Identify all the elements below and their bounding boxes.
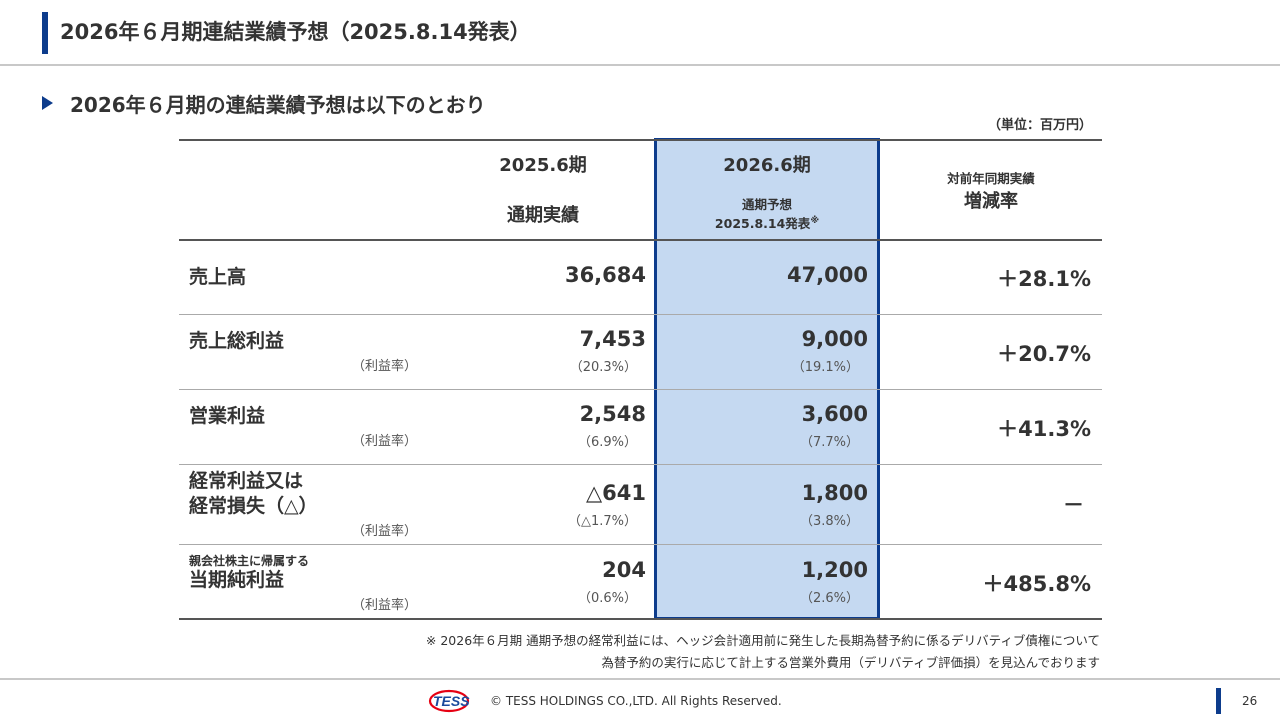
net-income-forecast: 1,200 <box>801 558 868 582</box>
net-income-actual: 204 <box>602 558 646 582</box>
subheading: 2026年６月期の連結業績予想は以下のとおり <box>70 93 486 117</box>
header-change-desc: 対前年同期実績 <box>947 171 1035 186</box>
row-label-sales: 売上高 <box>189 266 247 288</box>
copyright: © TESS HOLDINGS CO.,LTD. All Rights Rese… <box>490 694 782 708</box>
row-divider <box>179 544 1102 545</box>
title-bar: 2026年６月期連結業績予想（2025.8.14発表） <box>0 0 1280 66</box>
row-label-ordinary-profit-line1: 経常利益又は <box>189 470 304 492</box>
ratio-label: （利益率） <box>352 359 418 374</box>
operating-profit-forecast: 3,600 <box>801 402 868 426</box>
operating-profit-change: ＋41.3% <box>997 417 1091 441</box>
gross-profit-forecast-ratio: （19.1%） <box>791 360 859 375</box>
row-divider <box>179 314 1102 315</box>
ordinary-profit-actual: △641 <box>586 481 646 505</box>
net-income-actual-ratio: （0.6%） <box>577 591 637 606</box>
ratio-label: （利益率） <box>352 598 418 613</box>
row-label-operating-profit: 営業利益 <box>189 405 266 427</box>
page-title: 2026年６月期連結業績予想（2025.8.14発表） <box>60 20 531 44</box>
triangle-bullet-icon <box>42 96 53 110</box>
footnote-mark: ※ <box>810 216 820 226</box>
header-forecast-desc: 通期予想 <box>741 197 792 212</box>
header-forecast-date-text: 2025.8.14発表 <box>714 216 811 232</box>
row-label-ordinary-profit-line2: 経常損失（△） <box>189 495 318 517</box>
table-header-rule <box>179 239 1102 241</box>
row-divider <box>179 389 1102 390</box>
footnote-line-2: 為替予約の実行に応じて計上する営業外費用（デリバティブ評価損）を見込んでおります <box>601 655 1100 670</box>
net-income-change: ＋485.8% <box>982 572 1091 596</box>
table-top-rule <box>179 139 1102 141</box>
ordinary-profit-actual-ratio: （△1.7%） <box>567 514 637 529</box>
header-actual-period: 2025.6期 <box>499 155 587 176</box>
operating-profit-actual: 2,548 <box>579 402 646 426</box>
header-forecast-period: 2026.6期 <box>723 155 811 176</box>
sales-forecast: 47,000 <box>786 263 868 287</box>
tess-logo-text: TESS <box>433 693 470 709</box>
gross-profit-change: ＋20.7% <box>997 342 1091 366</box>
gross-profit-actual-ratio: （20.3%） <box>569 360 637 375</box>
unit-label: （単位：百万円） <box>987 118 1092 133</box>
footnote-line-1: ※ 2026年６月期 通期予想の経常利益には、ヘッジ会計適用前に発生した長期為替… <box>425 633 1100 648</box>
page-number-accent <box>1216 688 1221 714</box>
operating-profit-forecast-ratio: （7.7%） <box>799 435 859 450</box>
forecast-column-highlight <box>654 138 880 620</box>
net-income-forecast-ratio: （2.6%） <box>799 591 859 606</box>
tess-logo: TESS <box>428 689 470 713</box>
gross-profit-forecast: 9,000 <box>801 327 868 351</box>
page-number: 26 <box>1242 694 1258 708</box>
row-label-net-income: 当期純利益 <box>189 569 285 591</box>
header-actual-desc: 通期実績 <box>507 205 579 226</box>
gross-profit-actual: 7,453 <box>579 327 646 351</box>
row-divider <box>179 464 1102 465</box>
title-accent-bar <box>42 12 48 54</box>
row-label-gross-profit: 売上総利益 <box>189 330 285 352</box>
ordinary-profit-forecast: 1,800 <box>801 481 868 505</box>
table-bottom-rule <box>179 618 1102 620</box>
ratio-label: （利益率） <box>352 524 418 539</box>
operating-profit-actual-ratio: （6.9%） <box>577 435 637 450</box>
footer-rule <box>0 678 1280 680</box>
row-sublabel-net-income: 親会社株主に帰属する <box>189 554 310 568</box>
ordinary-profit-forecast-ratio: （3.8%） <box>799 514 859 529</box>
sales-actual: 36,684 <box>564 263 646 287</box>
header-change-label: 増減率 <box>964 191 1018 212</box>
ratio-label: （利益率） <box>352 434 418 449</box>
ordinary-profit-change: － <box>1063 493 1084 517</box>
header-forecast-date: 2025.8.14発表※ <box>657 213 877 232</box>
sales-change: ＋28.1% <box>997 267 1091 291</box>
